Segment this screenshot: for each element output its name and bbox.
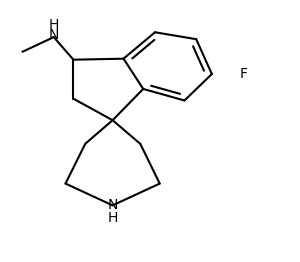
Text: H: H bbox=[49, 18, 59, 32]
Text: N: N bbox=[49, 28, 59, 42]
Text: N: N bbox=[107, 198, 118, 212]
Text: F: F bbox=[239, 67, 247, 81]
Text: H: H bbox=[107, 211, 118, 225]
